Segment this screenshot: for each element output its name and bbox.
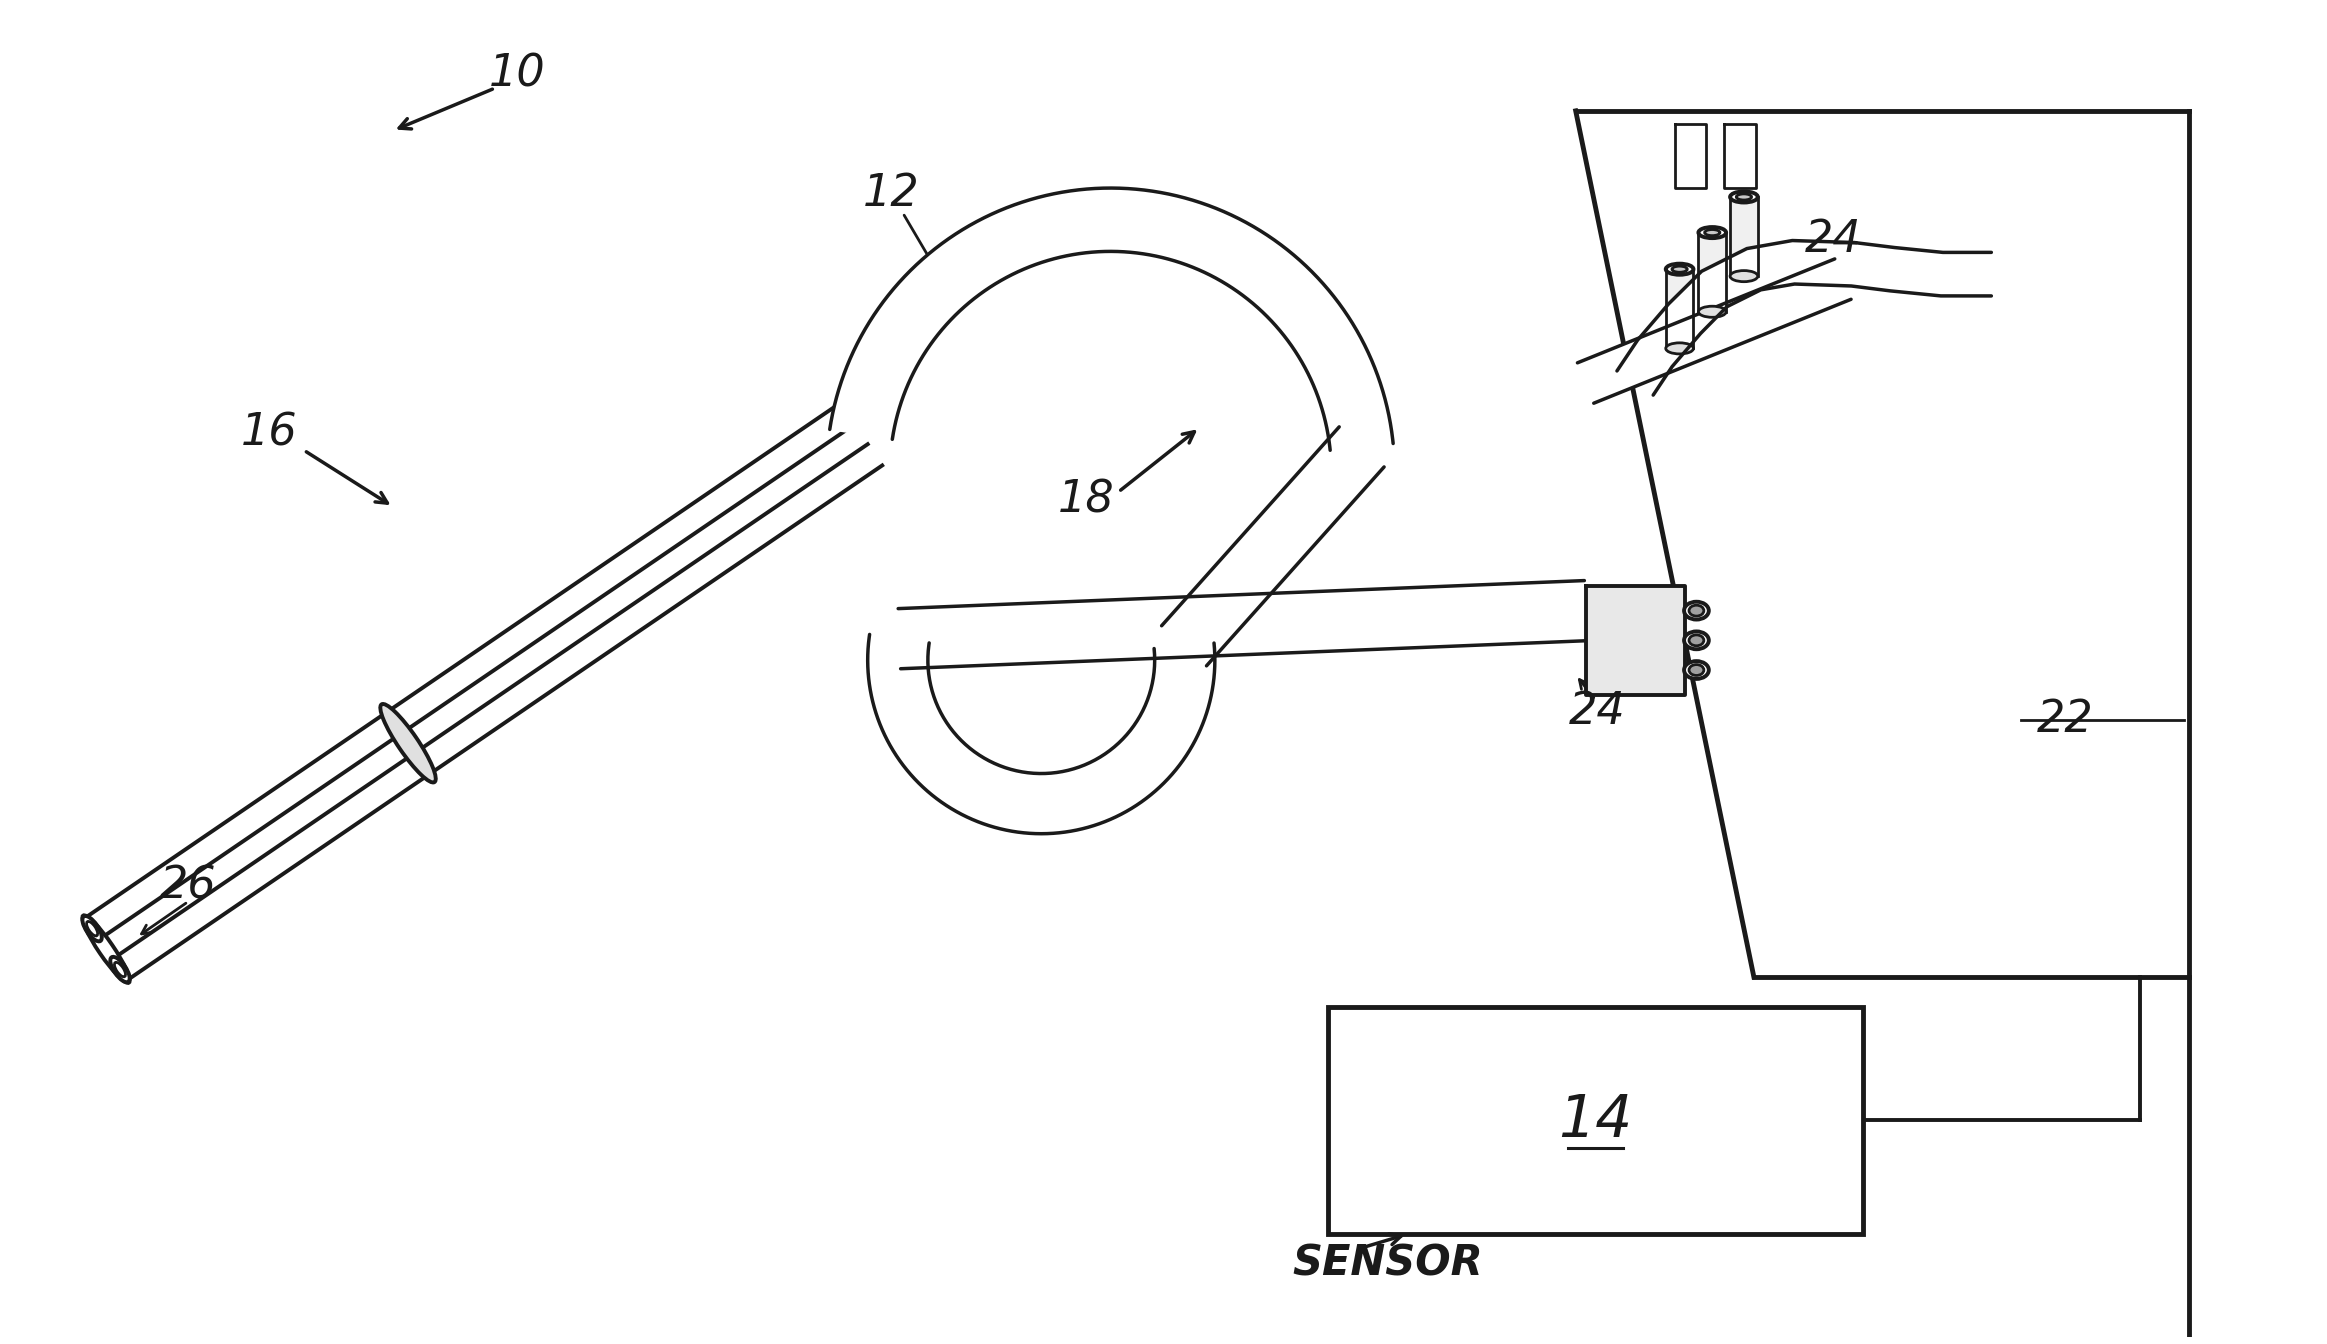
Ellipse shape: [81, 915, 130, 982]
Ellipse shape: [379, 704, 435, 782]
Ellipse shape: [1685, 632, 1708, 649]
Ellipse shape: [1689, 605, 1703, 616]
Polygon shape: [831, 188, 1394, 450]
Ellipse shape: [1673, 266, 1687, 273]
Polygon shape: [1724, 124, 1757, 188]
Polygon shape: [1675, 124, 1706, 188]
Ellipse shape: [1666, 343, 1694, 353]
Text: 24: 24: [1806, 218, 1862, 261]
Ellipse shape: [1706, 230, 1720, 235]
Ellipse shape: [1699, 227, 1727, 238]
Polygon shape: [1161, 427, 1385, 665]
Text: 14: 14: [1559, 1091, 1634, 1149]
Polygon shape: [112, 444, 882, 980]
Bar: [1329, 1007, 1862, 1234]
Text: SENSOR: SENSOR: [1291, 1243, 1482, 1285]
Polygon shape: [1699, 233, 1727, 312]
Text: 18: 18: [1056, 478, 1115, 521]
Ellipse shape: [1729, 270, 1757, 282]
Polygon shape: [1666, 269, 1694, 348]
Polygon shape: [1729, 198, 1757, 276]
Text: 12: 12: [863, 172, 919, 215]
Ellipse shape: [1685, 661, 1708, 679]
Polygon shape: [1617, 241, 1992, 395]
Ellipse shape: [1689, 664, 1703, 676]
Ellipse shape: [1729, 191, 1757, 203]
Text: 10: 10: [489, 52, 545, 95]
Text: 16: 16: [242, 411, 298, 454]
Text: 22: 22: [2036, 698, 2094, 741]
Ellipse shape: [1689, 634, 1703, 645]
Ellipse shape: [1666, 263, 1694, 274]
Polygon shape: [868, 634, 1215, 833]
Polygon shape: [1578, 259, 1850, 403]
Ellipse shape: [1685, 602, 1708, 620]
Ellipse shape: [1699, 306, 1727, 317]
Text: 26: 26: [161, 864, 216, 907]
Text: 24: 24: [1568, 689, 1627, 732]
Ellipse shape: [109, 957, 130, 982]
Ellipse shape: [1736, 194, 1752, 200]
Polygon shape: [1585, 586, 1685, 695]
Polygon shape: [898, 581, 1587, 669]
Polygon shape: [84, 403, 854, 939]
Ellipse shape: [81, 917, 102, 941]
